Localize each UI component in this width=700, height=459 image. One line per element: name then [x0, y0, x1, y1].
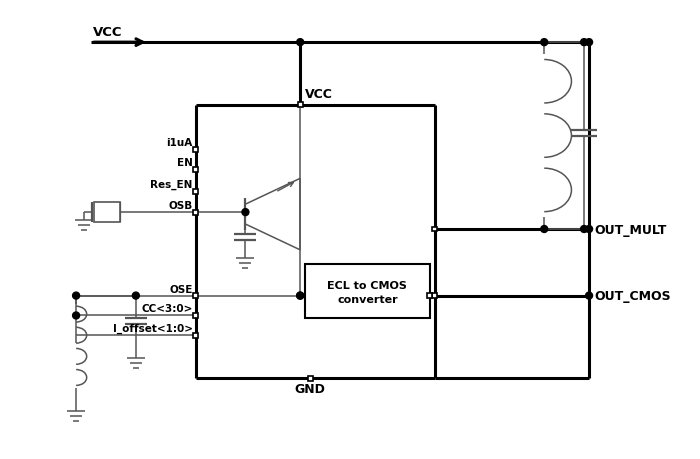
Circle shape [540, 226, 547, 233]
Circle shape [132, 292, 139, 299]
Circle shape [540, 39, 547, 46]
Text: VCC: VCC [305, 88, 333, 101]
Bar [298, 103, 302, 108]
Text: VCC: VCC [93, 26, 122, 39]
Bar [193, 168, 198, 173]
Bar [432, 293, 438, 298]
Bar [193, 189, 198, 194]
Bar [94, 203, 120, 223]
Text: OSE: OSE [169, 284, 193, 294]
Bar [193, 148, 198, 153]
Text: CC<3:0>: CC<3:0> [141, 304, 192, 314]
Text: GND: GND [295, 382, 326, 395]
Bar [193, 313, 198, 318]
Bar [308, 376, 313, 381]
Bar [193, 210, 198, 215]
Circle shape [73, 292, 80, 299]
Circle shape [580, 39, 587, 46]
Bar [305, 264, 430, 319]
Circle shape [586, 226, 592, 233]
Text: ECL to CMOS: ECL to CMOS [328, 280, 407, 290]
Bar [193, 333, 198, 338]
Circle shape [580, 226, 587, 233]
Text: OSB: OSB [169, 201, 192, 211]
Text: Res_EN: Res_EN [150, 179, 193, 190]
Bar [427, 293, 432, 298]
Bar [193, 293, 198, 298]
Text: i1uA: i1uA [167, 138, 193, 148]
Text: OUT_MULT: OUT_MULT [594, 223, 666, 236]
Bar [432, 227, 438, 232]
Text: converter: converter [337, 295, 398, 305]
Circle shape [242, 209, 249, 216]
Circle shape [73, 312, 80, 319]
Circle shape [586, 292, 592, 299]
Circle shape [586, 39, 592, 46]
Text: EN: EN [177, 158, 192, 168]
Circle shape [297, 39, 304, 46]
Text: OUT_CMOS: OUT_CMOS [594, 290, 671, 302]
Circle shape [297, 292, 304, 299]
Circle shape [297, 292, 304, 299]
Text: I_offset<1:0>: I_offset<1:0> [113, 324, 192, 334]
